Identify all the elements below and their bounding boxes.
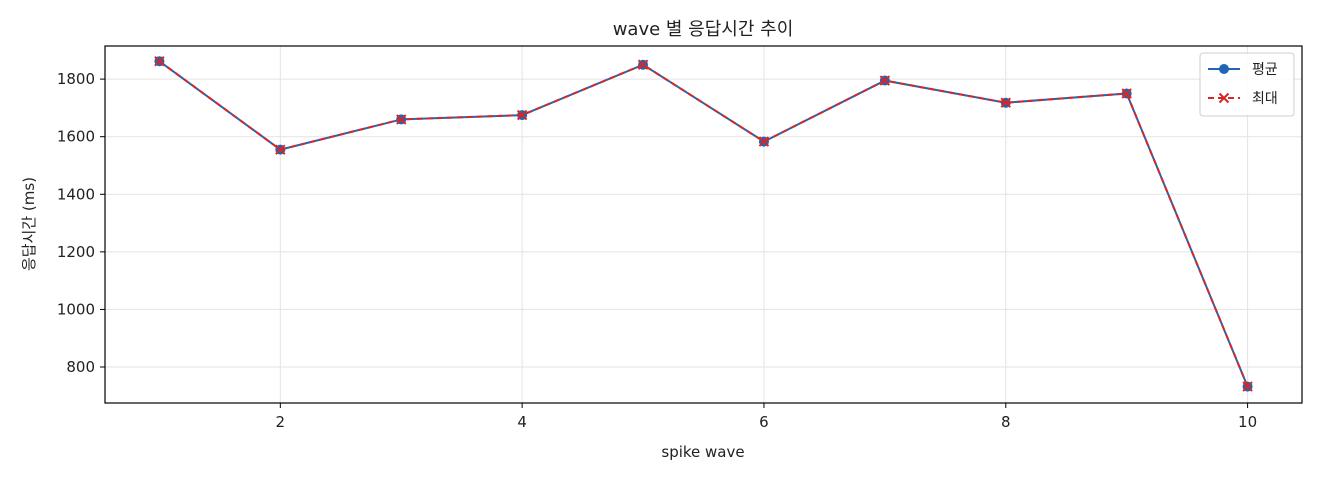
series-2-point xyxy=(516,109,528,121)
series-2-point xyxy=(637,59,649,70)
series-2-point xyxy=(1121,88,1132,99)
legend-marker-2 xyxy=(1218,92,1230,104)
y-tick-label: 1000 xyxy=(57,300,95,318)
y-axis-label: 응답시간 (ms) xyxy=(20,177,38,271)
y-tick-label: 1400 xyxy=(57,185,95,203)
series-2-point xyxy=(758,136,770,147)
series-2-point xyxy=(1000,97,1011,108)
legend-box xyxy=(1199,52,1295,117)
series-layer xyxy=(154,56,1253,392)
series-2-point xyxy=(154,56,165,67)
grid xyxy=(105,46,1302,403)
x-tick-label: 6 xyxy=(759,413,769,431)
series-2-point xyxy=(396,114,407,125)
legend-label-2: 최대 xyxy=(1252,91,1278,107)
chart-title: wave 별 응답시간 추이 xyxy=(613,19,794,40)
x-axis-label: spike wave xyxy=(661,443,744,461)
legend-marker-1 xyxy=(1219,64,1229,74)
series-line-2 xyxy=(158,60,1249,387)
plot-area-frame xyxy=(104,45,1303,404)
series-2-point xyxy=(275,144,286,155)
series-2-point xyxy=(879,75,891,86)
axis-ticks: 2 4 6 8 10 800 1000 1200 1400 1600 1800 xyxy=(57,70,1257,431)
x-tick-label: 2 xyxy=(276,413,286,431)
legend-label-1: 평균 xyxy=(1252,62,1278,78)
x-tick-label: 10 xyxy=(1238,413,1257,431)
y-tick-label: 1800 xyxy=(57,70,95,88)
series-2-point xyxy=(1242,381,1253,392)
y-tick-label: 1200 xyxy=(57,243,95,261)
x-tick-label: 8 xyxy=(1001,413,1011,431)
y-tick-label: 1600 xyxy=(57,128,95,146)
y-tick-label: 800 xyxy=(66,358,95,376)
x-tick-label: 4 xyxy=(517,413,527,431)
